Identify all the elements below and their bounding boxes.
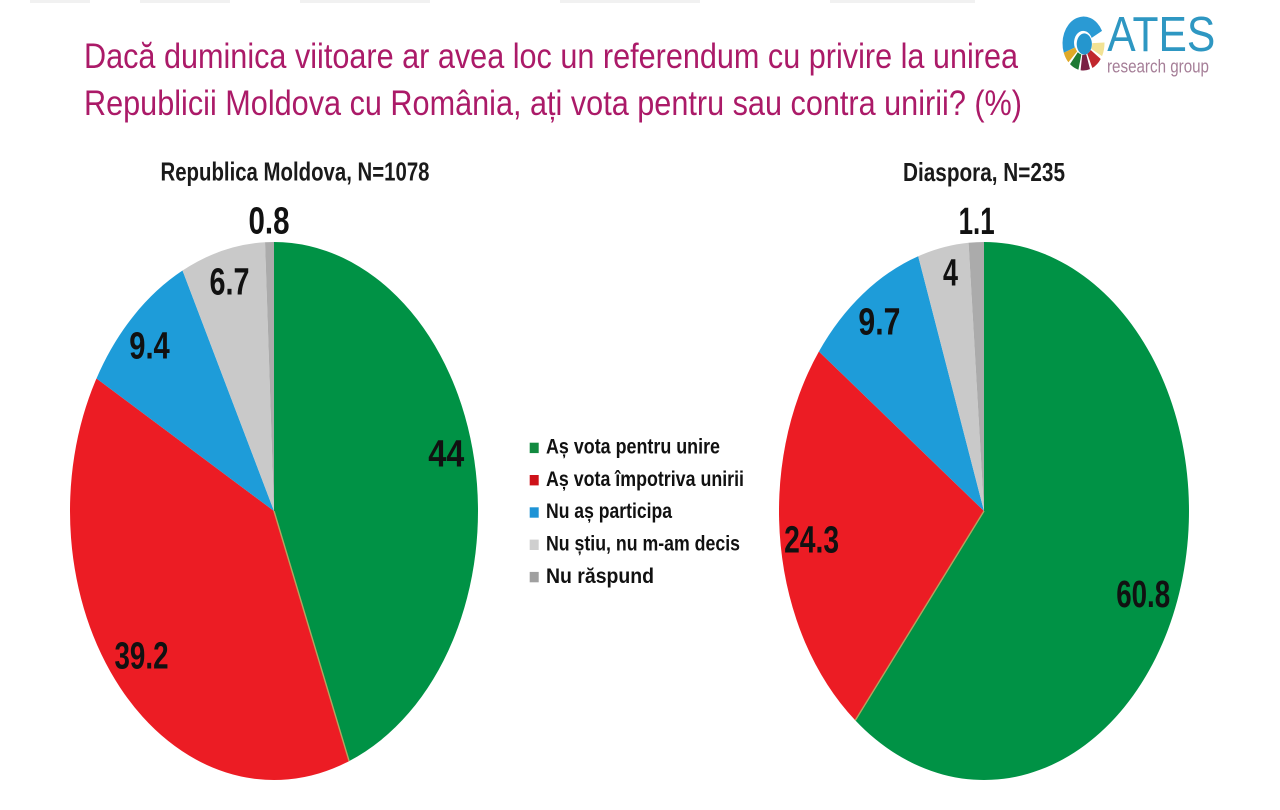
svg-text:9.7: 9.7 (858, 302, 900, 344)
svg-text:24.3: 24.3 (784, 519, 839, 561)
svg-text:Republica Moldova, N=1078: Republica Moldova, N=1078 (161, 157, 430, 187)
svg-text:research group: research group (1107, 57, 1209, 77)
svg-text:Aș vota împotriva unirii: Aș vota împotriva unirii (546, 467, 744, 491)
svg-text:39.2: 39.2 (115, 635, 169, 677)
svg-text:4: 4 (943, 252, 958, 294)
svg-text:Diaspora, N=235: Diaspora, N=235 (903, 157, 1065, 187)
svg-text:60.8: 60.8 (1116, 574, 1170, 616)
svg-text:0.8: 0.8 (249, 201, 290, 243)
svg-text:Nu aș participa: Nu aș participa (546, 499, 673, 523)
svg-text:Republicii Moldova cu România,: Republicii Moldova cu România, ați vota … (84, 84, 1022, 123)
svg-text:Nu știu, nu m-am decis: Nu știu, nu m-am decis (546, 532, 740, 556)
svg-text:Dacă duminica viitoare ar avea: Dacă duminica viitoare ar avea loc un re… (84, 37, 1018, 76)
svg-text:1.1: 1.1 (959, 201, 995, 243)
svg-text:Aș vota pentru unire: Aș vota pentru unire (546, 435, 720, 459)
svg-text:Nu răspund: Nu răspund (546, 564, 654, 588)
svg-text:ATES: ATES (1107, 8, 1215, 62)
svg-text:6.7: 6.7 (210, 261, 250, 303)
svg-text:44: 44 (428, 434, 464, 476)
svg-text:9.4: 9.4 (129, 325, 170, 367)
